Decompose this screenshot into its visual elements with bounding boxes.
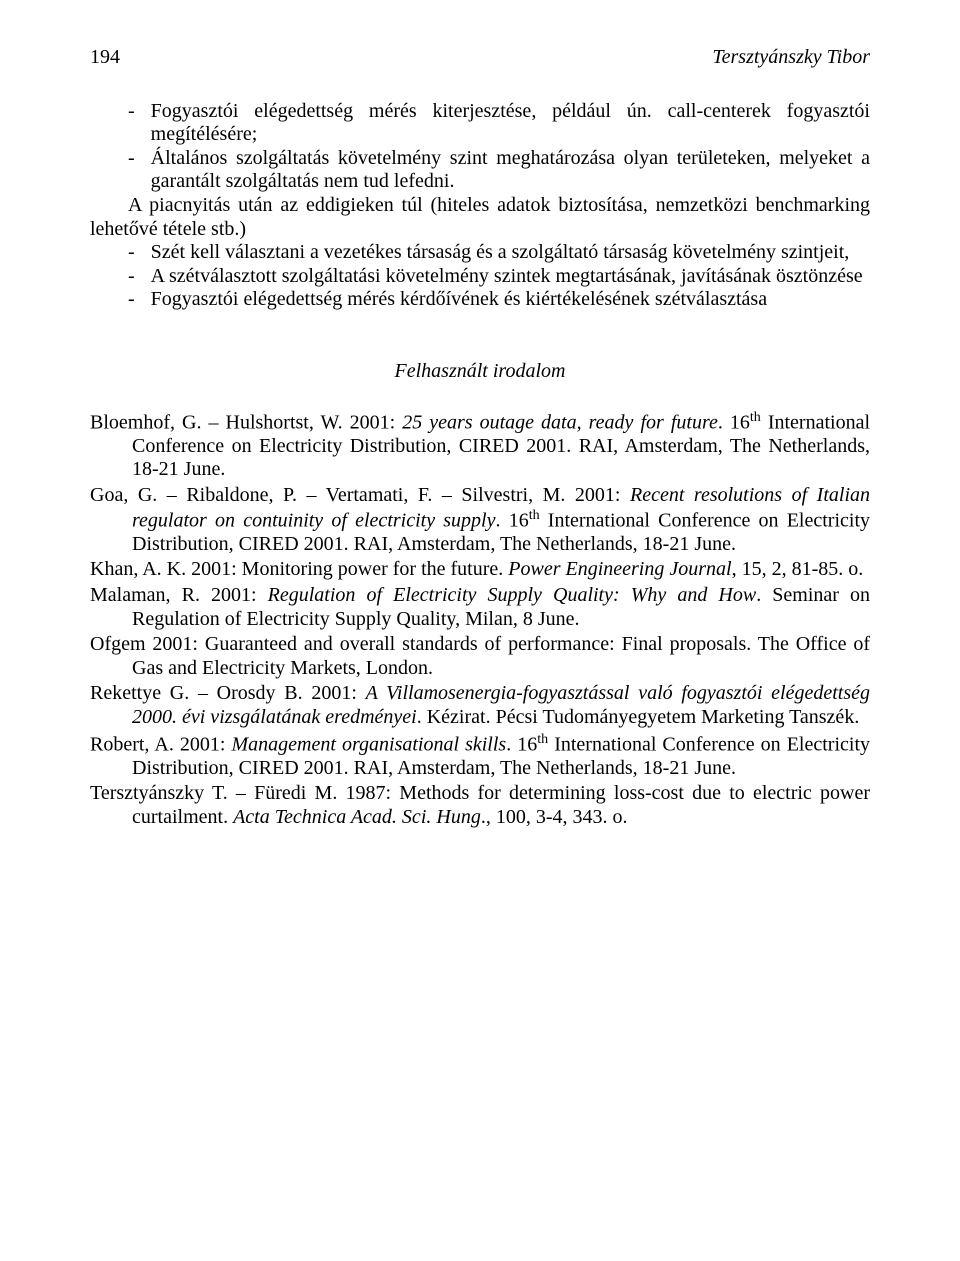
bullet-dash: - (90, 241, 151, 265)
bullet-text: Általános szolgáltatás követelmény szint… (151, 147, 870, 194)
ref-title: Management organisational skills (232, 733, 507, 755)
bullet-text: Szét kell választani a vezetékes társasá… (151, 241, 870, 265)
list-item: - A szétválasztott szolgáltatási követel… (90, 265, 870, 289)
bullet-text: Fogyasztói elégedettség mérés kérdőívéne… (151, 288, 870, 312)
list-item: - Általános szolgáltatás követelmény szi… (90, 147, 870, 194)
reference-entry: Malaman, R. 2001: Regulation of Electric… (90, 584, 870, 631)
bullet-text: Fogyasztói elégedettség mérés kiterjeszt… (151, 100, 870, 147)
ref-title: 25 years outage data, ready for future (402, 411, 718, 433)
page-header: 194 Tersztyánszky Tibor (90, 46, 870, 70)
bullet-text: A szétválasztott szolgáltatási követelmé… (151, 265, 870, 289)
ref-after: . Kézirat. Pécsi Tudományegyetem Marketi… (417, 706, 860, 728)
reference-entry: Khan, A. K. 2001: Monitoring power for t… (90, 558, 870, 582)
ref-after: . 16 (496, 509, 529, 531)
ref-title: Power Engineering Journal (508, 558, 731, 580)
reference-entry: Robert, A. 2001: Management organisation… (90, 732, 870, 781)
ref-authors: Malaman, R. 2001: (90, 584, 268, 606)
bullet-dash: - (90, 265, 151, 289)
reference-entry: Bloemhof, G. – Hulshortst, W. 2001: 25 y… (90, 410, 870, 482)
page-number: 194 (90, 46, 120, 70)
ref-authors: Goa, G. – Ribaldone, P. – Vertamati, F. … (90, 484, 630, 506)
ref-title: Regulation of Electricity Supply Quality… (268, 584, 757, 606)
ref-after: . 16 (718, 411, 750, 433)
references-heading: Felhasznált irodalom (90, 360, 870, 384)
list-item: - Szét kell választani a vezetékes társa… (90, 241, 870, 265)
bullet-dash: - (90, 100, 151, 147)
ref-authors: Bloemhof, G. – Hulshortst, W. 2001: (90, 411, 402, 433)
ref-after: . 16 (506, 733, 537, 755)
ref-sup: th (750, 410, 761, 425)
ref-authors: Ofgem 2001: Guaranteed and overall stand… (90, 633, 870, 679)
running-head: Tersztyánszky Tibor (712, 46, 870, 70)
ref-authors: Khan, A. K. 2001: Monitoring power for t… (90, 558, 508, 580)
ref-after: ., 100, 3-4, 343. o. (481, 806, 628, 828)
ref-title: Acta Technica Acad. Sci. Hung (233, 806, 481, 828)
ref-after: , 15, 2, 81-85. o. (732, 558, 864, 580)
page: 194 Tersztyánszky Tibor - Fogyasztói elé… (0, 0, 960, 1261)
ref-authors: Robert, A. 2001: (90, 733, 232, 755)
ref-sup: th (537, 732, 548, 747)
reference-entry: Rekettye G. – Orosdy B. 2001: A Villamos… (90, 682, 870, 729)
reference-entry: Ofgem 2001: Guaranteed and overall stand… (90, 633, 870, 680)
reference-entry: Tersztyánszky T. – Füredi M. 1987: Metho… (90, 782, 870, 829)
list-item: - Fogyasztói elégedettség mérés kérdőívé… (90, 288, 870, 312)
bullet-dash: - (90, 288, 151, 312)
ref-authors: Rekettye G. – Orosdy B. 2001: (90, 682, 366, 704)
ref-sup: th (529, 508, 540, 523)
reference-entry: Goa, G. – Ribaldone, P. – Vertamati, F. … (90, 484, 870, 556)
list-item: - Fogyasztói elégedettség mérés kiterjes… (90, 100, 870, 147)
body-paragraph: A piacnyitás után az eddigieken túl (hit… (90, 194, 870, 241)
bullet-dash: - (90, 147, 151, 194)
